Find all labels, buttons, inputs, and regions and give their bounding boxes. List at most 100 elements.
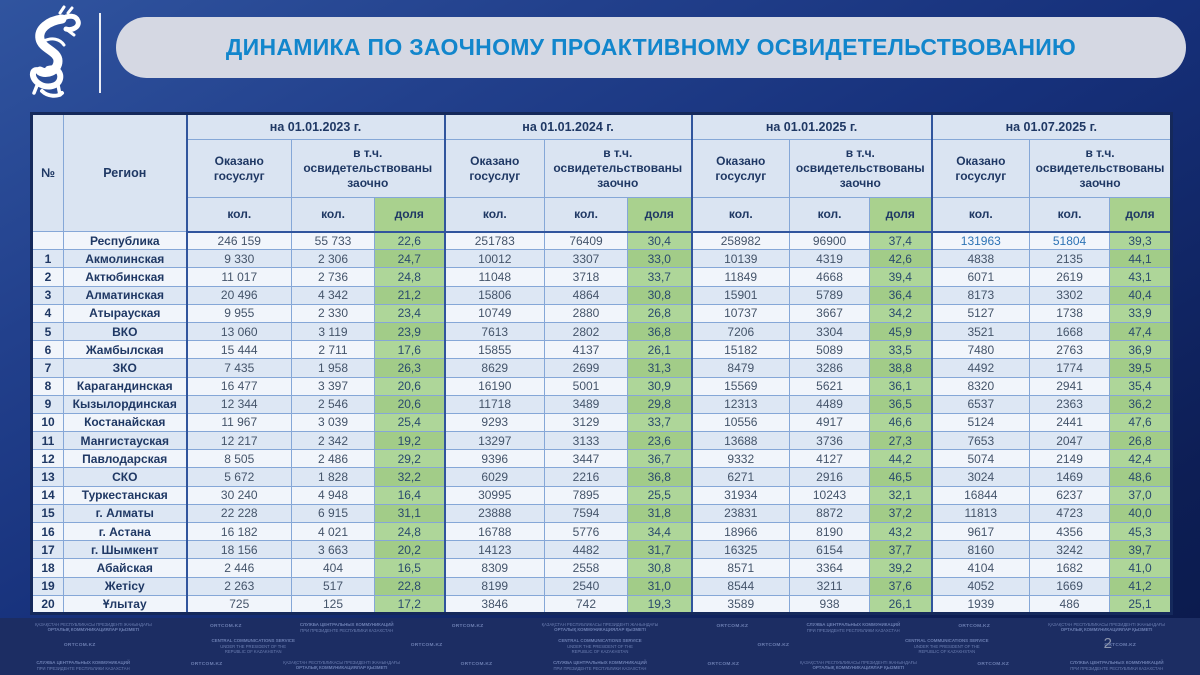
count-value: 2619 [1029, 267, 1111, 287]
count-value: 8199 [443, 576, 546, 596]
count-value: 2916 [789, 467, 871, 487]
count-value: 486 [1029, 594, 1111, 614]
share-value: 25,5 [627, 485, 693, 505]
count-value: 30995 [443, 485, 546, 505]
col-header-share: доля [1109, 197, 1173, 233]
region-name: Костанайская [63, 412, 187, 433]
count-value: 16190 [443, 376, 546, 396]
slide-header: ДИНАМИКА ПО ЗАОЧНОМУ ПРОАКТИВНОМУ ОСВИДЕ… [0, 0, 1200, 108]
count-value: 3307 [544, 249, 629, 269]
date-header-row: № Регион на 01.01.2023 г. на 01.01.2024 … [31, 113, 1173, 232]
share-value: 36,4 [869, 285, 933, 305]
count-value: 5789 [789, 285, 871, 305]
count-value: 2558 [544, 558, 629, 578]
share-value: 16,5 [373, 558, 446, 578]
metric-header-row: Оказано госуслуг в т.ч. освидетельствова… [32, 139, 1173, 198]
share-value: 40,4 [1109, 285, 1173, 305]
count-value: 938 [789, 594, 871, 614]
row-number [31, 230, 64, 251]
col-header-share: доля [627, 197, 693, 233]
share-value: 36,1 [869, 376, 933, 396]
col-header-remote: в т.ч. освидетельствованы заочно [290, 139, 446, 198]
share-value: 36,8 [627, 321, 693, 342]
region-row: 16 г. Астана 16 182 4 021 24,8 16788 5776 34,4 1… [31, 521, 1173, 542]
share-value: 26,8 [1109, 431, 1173, 451]
region-row: 13 СКО 5 672 1 828 32,2 6029 2216 36,8 6271 2916 4… [31, 467, 1173, 487]
region-row: 2 Актюбинская 11 017 2 736 24,8 11048 3718 33,7… [31, 267, 1173, 287]
count-value: 6537 [930, 394, 1031, 414]
col-header-count: кол. [443, 197, 546, 233]
count-value: 2 486 [291, 449, 375, 469]
region-name: ВКО [63, 321, 187, 342]
region-name: Кызылординская [63, 394, 187, 414]
col-header-date-2023: на 01.01.2023 г. [185, 113, 446, 140]
count-value: 11849 [690, 267, 791, 287]
count-value: 3447 [544, 449, 629, 469]
count-value: 2763 [1029, 340, 1111, 360]
watermark-url: ORTCOM.KZ [460, 662, 493, 668]
share-value: 37,4 [869, 230, 933, 251]
share-value: 40,0 [1109, 503, 1173, 524]
share-value: 48,6 [1109, 467, 1173, 487]
count-value: 3304 [789, 321, 871, 342]
share-value: 19,3 [627, 594, 693, 614]
count-value: 51804 [1029, 230, 1111, 251]
share-value: 44,2 [869, 449, 933, 469]
count-value: 3286 [789, 358, 871, 378]
share-value: 32,2 [373, 467, 446, 487]
count-value: 8320 [930, 376, 1031, 396]
count-value: 11 017 [185, 267, 292, 287]
count-value: 18966 [690, 521, 791, 542]
region-row: 15 г. Алматы 22 228 6 915 31,1 23888 7594 31,8 2… [31, 503, 1173, 524]
count-value: 3242 [1029, 540, 1111, 560]
count-value: 3 039 [291, 412, 375, 433]
count-value: 4489 [789, 394, 871, 414]
count-value: 1 828 [291, 467, 375, 487]
share-value: 33,9 [1109, 303, 1173, 323]
col-header-count: кол. [291, 197, 375, 233]
region-name: Жетісу [63, 576, 187, 596]
region-name: Павлодарская [63, 449, 187, 469]
count-value: 2 736 [291, 267, 375, 287]
count-value: 4838 [930, 249, 1031, 269]
count-value: 15806 [443, 285, 546, 305]
row-number: 5 [31, 321, 64, 342]
watermark-url: ORTCOM.KZ [1104, 643, 1137, 649]
share-value: 45,3 [1109, 521, 1173, 542]
count-value: 3024 [930, 467, 1031, 487]
header-divider [99, 13, 101, 93]
share-value: 37,6 [869, 576, 933, 596]
share-value: 39,5 [1109, 358, 1173, 378]
count-value: 1 958 [291, 358, 375, 378]
watermark-ru: СЛУЖБА ЦЕНТРАЛЬНЫХ КОММУНИКАЦИЙ ПРИ ПРЕЗИ… [299, 621, 394, 633]
count-value: 3667 [789, 303, 871, 323]
share-value: 24,7 [373, 249, 446, 269]
count-value: 2363 [1029, 394, 1111, 414]
count-value: 5089 [789, 340, 871, 360]
share-value: 17,2 [373, 594, 446, 614]
count-value: 2 546 [291, 394, 375, 414]
count-value: 16 477 [185, 376, 292, 396]
watermark-url: ORTCOM.KZ [977, 662, 1010, 668]
count-value: 7613 [443, 321, 546, 342]
count-value: 10737 [690, 303, 791, 323]
watermark-kz: ҚАЗАҚСТАН РЕСПУБЛИКАСЫ ПРЕЗИДЕНТІ ЖАНЫНД… [800, 659, 917, 671]
count-value: 517 [291, 576, 375, 596]
count-value: 4104 [930, 558, 1031, 578]
share-value: 31,1 [373, 503, 446, 524]
count-value: 4723 [1029, 503, 1111, 524]
count-value: 10012 [443, 249, 546, 269]
count-value: 20 496 [185, 285, 292, 305]
count-value: 4 342 [291, 285, 375, 305]
count-value: 5074 [930, 449, 1031, 469]
share-value: 22,8 [373, 576, 446, 596]
region-name: г. Шымкент [63, 540, 187, 560]
count-value: 6271 [690, 467, 791, 487]
count-value: 10243 [789, 485, 871, 505]
count-value: 5124 [930, 412, 1031, 433]
snow-leopard-emblem-icon [30, 5, 81, 98]
count-value: 15 444 [185, 340, 292, 360]
watermark-url: ORTCOM.KZ [707, 662, 740, 668]
col-header-remote: в т.ч. освидетельствованы заочно [789, 139, 933, 198]
